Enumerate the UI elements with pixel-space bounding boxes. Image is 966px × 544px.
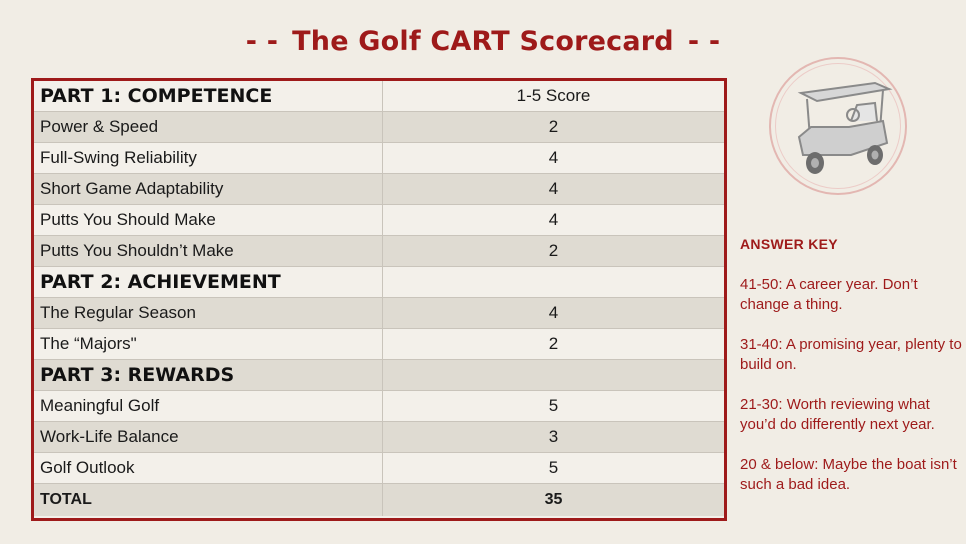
table-row: Short Game Adaptability 4 [34, 174, 724, 205]
row-label: PART 1: COMPETENCE [34, 81, 383, 111]
total-row: TOTAL 35 [34, 484, 724, 516]
row-label: Short Game Adaptability [34, 174, 383, 204]
row-label: PART 2: ACHIEVEMENT [34, 267, 383, 297]
row-score: 5 [548, 458, 559, 477]
table-row: Work-Life Balance 3 [34, 422, 724, 453]
row-label: Meaningful Golf [34, 391, 383, 421]
section-header-row: PART 3: REWARDS [34, 360, 724, 391]
row-score [383, 360, 724, 390]
table-row: The “Majors" 2 [34, 329, 724, 360]
section-header-row: PART 1: COMPETENCE 1-5 Score [34, 81, 724, 112]
golf-cart-icon [797, 81, 893, 174]
row-label: Putts You Shouldn’t Make [34, 236, 383, 266]
answer-key-item: 31-40: A promising year, plenty to build… [740, 336, 962, 373]
row-score: 1-5 Score [516, 86, 591, 105]
row-label: Full-Swing Reliability [34, 143, 383, 173]
row-score: 3 [548, 427, 559, 446]
table-row: Meaningful Golf 5 [34, 391, 724, 422]
total-score: 35 [544, 491, 563, 508]
answer-key-heading: ANSWER KEY [740, 236, 838, 252]
row-score: 5 [548, 396, 559, 415]
row-label: The “Majors" [34, 329, 383, 359]
row-score: 4 [548, 179, 559, 198]
table-row: Golf Outlook 5 [34, 453, 724, 484]
table-row: Putts You Shouldn’t Make 2 [34, 236, 724, 267]
row-score: 4 [548, 303, 559, 322]
total-label: TOTAL [34, 484, 383, 516]
table-row: Full-Swing Reliability 4 [34, 143, 724, 174]
title-right-dash: - - [687, 26, 721, 57]
scorecard-table: PART 1: COMPETENCE 1-5 Score Power & Spe… [31, 78, 727, 521]
table-row: Putts You Should Make 4 [34, 205, 724, 236]
title-text: The Golf CART Scorecard [292, 26, 674, 57]
row-score: 4 [548, 148, 559, 167]
title-left-dash: - - [245, 26, 279, 57]
row-label: The Regular Season [34, 298, 383, 328]
row-label: Putts You Should Make [34, 205, 383, 235]
table-row: Power & Speed 2 [34, 112, 724, 143]
answer-key-item: 41-50: A career year. Don’t change a thi… [740, 276, 918, 313]
row-score: 2 [548, 117, 559, 136]
row-label: Power & Speed [34, 112, 383, 142]
golf-cart-badge [769, 57, 907, 195]
row-score [383, 267, 724, 297]
page-title: - - The Golf CART Scorecard - - [0, 26, 966, 57]
answer-key: ANSWER KEY 41-50: A career year. Don’t c… [740, 234, 962, 515]
row-score: 4 [548, 210, 559, 229]
row-score: 2 [548, 241, 559, 260]
table-row: The Regular Season 4 [34, 298, 724, 329]
row-label: Work-Life Balance [34, 422, 383, 452]
answer-key-item: 21-30: Worth reviewing what you’d do dif… [740, 396, 935, 433]
row-label: PART 3: REWARDS [34, 360, 383, 390]
answer-key-item: 20 & below: Maybe the boat isn’t such a … [740, 456, 957, 493]
row-label: Golf Outlook [34, 453, 383, 483]
row-score: 2 [548, 334, 559, 353]
section-header-row: PART 2: ACHIEVEMENT [34, 267, 724, 298]
